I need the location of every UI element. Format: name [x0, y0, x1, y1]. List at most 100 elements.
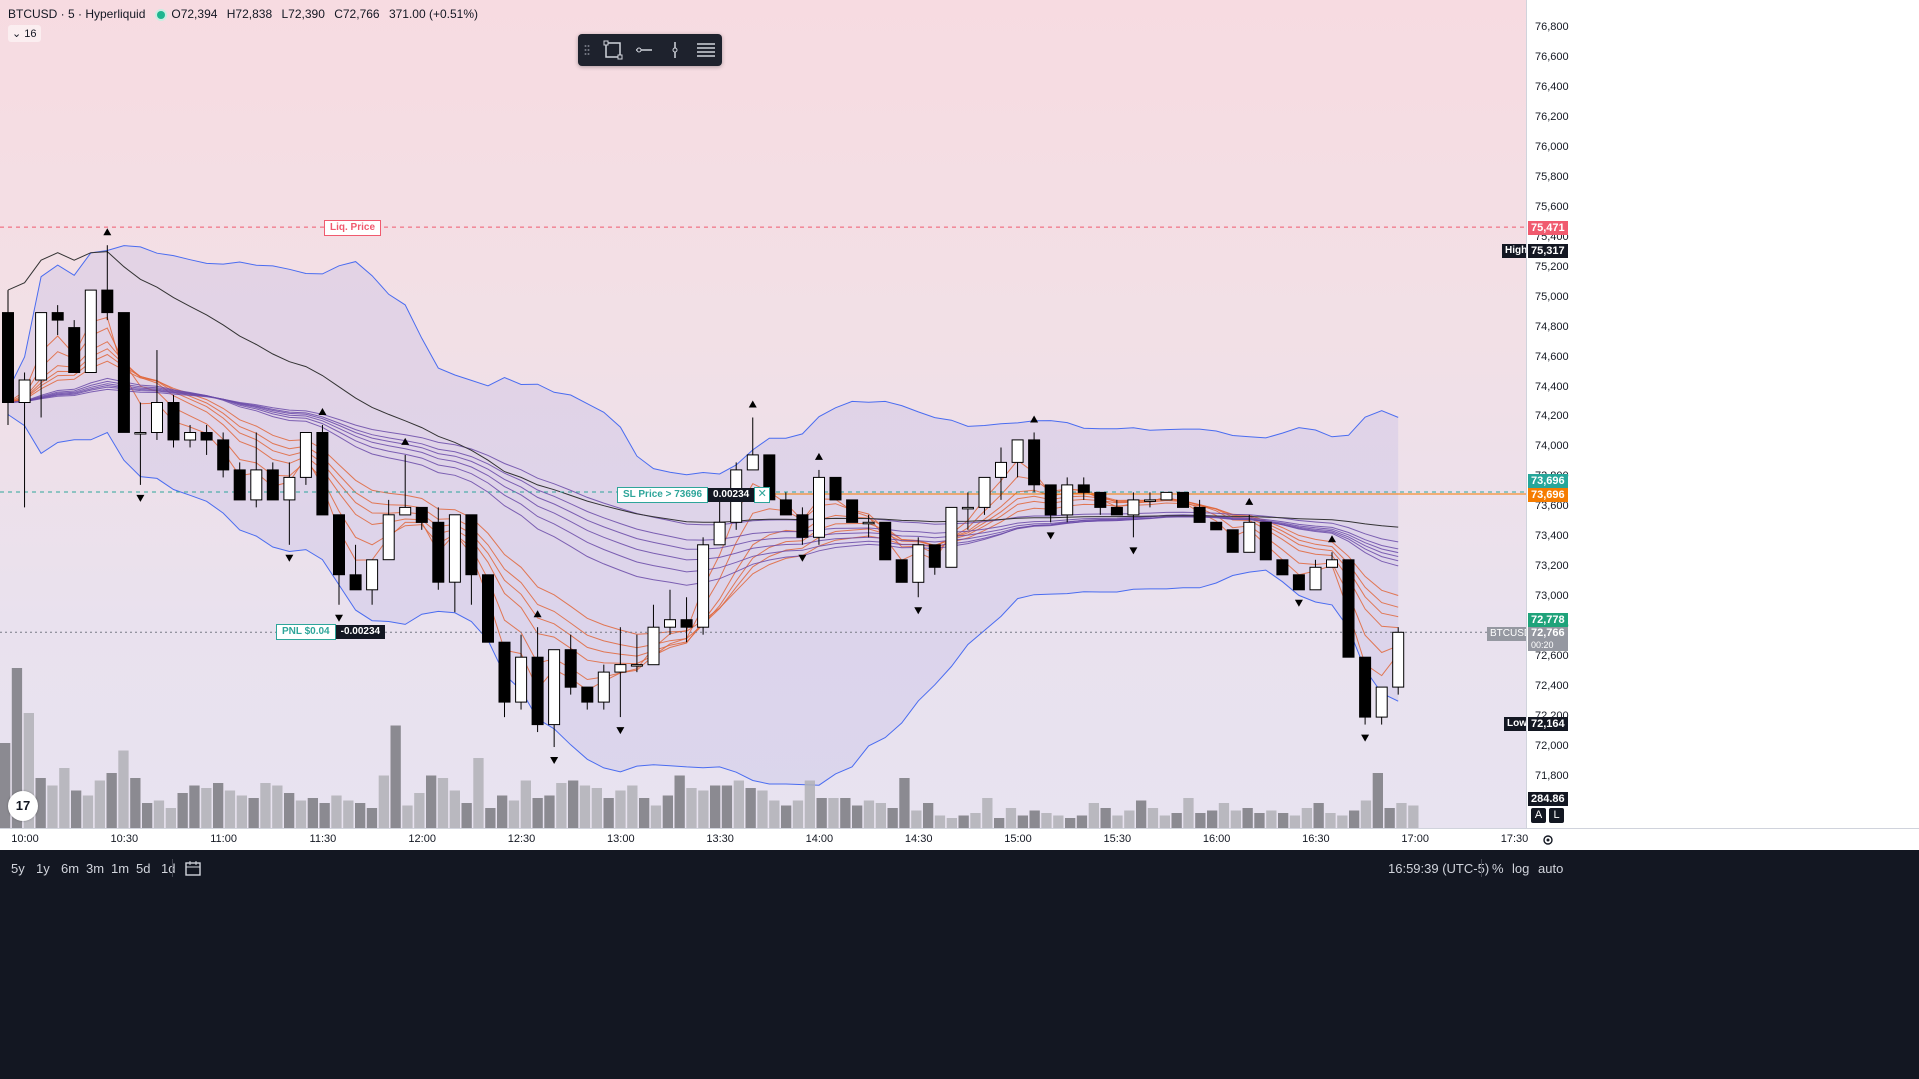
- drawing-toolbar[interactable]: [578, 34, 722, 66]
- range-button-5y[interactable]: 5y: [11, 861, 25, 876]
- candle-body: [912, 544, 925, 583]
- volume-bar: [1088, 803, 1099, 828]
- volume-bar: [568, 780, 579, 828]
- candle-body: [1276, 559, 1289, 576]
- settings-gear-icon[interactable]: [1541, 833, 1555, 847]
- close-icon[interactable]: ✕: [754, 487, 771, 503]
- volume-bar: [461, 803, 472, 828]
- range-button-1d[interactable]: 1d: [161, 861, 176, 876]
- pivot-low-marker: [1361, 734, 1370, 742]
- range-button-3m[interactable]: 3m: [86, 861, 105, 876]
- candle-body: [1259, 521, 1272, 561]
- sl-order-line-label[interactable]: SL Price > 73696 0.00234 ✕: [617, 487, 771, 503]
- sl-price-label[interactable]: SL Price > 73696: [617, 487, 709, 503]
- candle-body: [299, 432, 312, 478]
- volume-bar: [662, 795, 673, 828]
- pivot-low-marker: [335, 614, 343, 622]
- volume-bar: [1278, 813, 1289, 828]
- volume-bar: [982, 798, 993, 828]
- range-button-5d[interactable]: 5d: [136, 861, 151, 876]
- candle-body: [697, 544, 710, 628]
- time-tick-label: 13:30: [706, 833, 734, 845]
- calendar-icon[interactable]: [184, 859, 202, 877]
- candle-body: [597, 671, 610, 703]
- divider: [172, 859, 173, 877]
- volume-bar: [106, 773, 117, 828]
- price-tick-label: 76,600: [1535, 50, 1569, 63]
- pivot-high-marker: [748, 400, 757, 408]
- high-axis-label: 75,317: [1528, 244, 1568, 258]
- log-toggle[interactable]: log: [1512, 861, 1530, 876]
- time-axis[interactable]: 10:00 10:30 11:00 11:30 12:00 12:30 13:00 13:30…: [0, 828, 1919, 851]
- volume-bar: [366, 808, 378, 828]
- candle-body: [266, 469, 279, 501]
- rectangle-tool-icon[interactable]: [603, 40, 623, 60]
- drag-handle-icon[interactable]: [584, 44, 590, 56]
- volume-bar: [816, 798, 827, 828]
- price-axis[interactable]: 76,800 76,600 76,400 76,200 76,000 75,800 75,6…: [1526, 0, 1919, 828]
- volume-bar: [0, 743, 11, 828]
- volume-bar: [1408, 805, 1419, 828]
- volume-bar: [1254, 813, 1265, 828]
- auto-scale-button[interactable]: A: [1531, 808, 1546, 823]
- candle-body: [117, 312, 130, 433]
- volume-bar: [1337, 815, 1348, 828]
- price-tick-label: 75,200: [1535, 260, 1569, 273]
- volume-bar: [970, 813, 981, 828]
- candle-body: [928, 544, 941, 568]
- candle-body: [1392, 631, 1405, 688]
- tradingview-logo-icon[interactable]: 17: [8, 791, 38, 821]
- volume-bar: [639, 798, 650, 828]
- bottom-toolbar[interactable]: 5y 1y 6m 3m 1m 5d 1d 16:59:39 (UTC-5) % log au…: [0, 850, 1919, 1079]
- volume-bar: [59, 768, 70, 828]
- volume-bar: [1065, 818, 1076, 828]
- liq-price-label[interactable]: Liq. Price: [324, 220, 382, 236]
- candle-body: [813, 476, 825, 538]
- log-scale-button[interactable]: L: [1549, 808, 1564, 823]
- candle-body: [1177, 491, 1189, 508]
- volume-bar: [1053, 815, 1064, 828]
- candle-body: [1359, 656, 1372, 718]
- pivot-low-marker: [136, 494, 145, 502]
- volume-bar: [1289, 815, 1301, 828]
- candle-body: [250, 469, 263, 501]
- volume-bar: [23, 713, 34, 828]
- symbol-title[interactable]: BTCUSD · 5 · Hyperliquid: [8, 7, 146, 21]
- volume-bar: [875, 803, 886, 828]
- range-button-1y[interactable]: 1y: [36, 861, 50, 876]
- indicators-collapse-button[interactable]: ⌄ 16: [8, 25, 41, 42]
- candle-body: [399, 506, 412, 516]
- volume-bar: [1147, 808, 1159, 828]
- candle-body: [846, 499, 859, 523]
- range-button-6m[interactable]: 6m: [61, 861, 80, 876]
- volume-bar: [650, 805, 662, 828]
- candle-body: [51, 312, 64, 321]
- volume-bar: [390, 725, 401, 828]
- menu-lines-icon[interactable]: [695, 40, 717, 60]
- chart-pane[interactable]: BTCUSD · 5 · Hyperliquid O72,394 H72,838 …: [0, 0, 1526, 828]
- ohlc-low: L72,390: [281, 7, 325, 21]
- candle-body: [68, 327, 81, 374]
- volume-bar: [840, 798, 851, 828]
- percent-toggle[interactable]: %: [1492, 861, 1504, 876]
- horizontal-line-tool-icon[interactable]: [634, 40, 654, 60]
- range-button-1m[interactable]: 1m: [111, 861, 130, 876]
- candle-body: [333, 514, 345, 576]
- volume-bar: [319, 803, 330, 828]
- candle-body: [564, 649, 577, 688]
- symbol-legend[interactable]: BTCUSD · 5 · Hyperliquid O72,394 H72,838 …: [8, 7, 478, 21]
- candle-body: [1292, 574, 1305, 591]
- volume-bar: [177, 793, 188, 828]
- price-tick-label: 76,400: [1535, 80, 1569, 93]
- vertical-line-tool-icon[interactable]: [665, 40, 685, 60]
- volume-bar: [1325, 813, 1336, 828]
- candle-body: [1044, 484, 1057, 516]
- candle-body: [316, 432, 329, 516]
- candle-body: [829, 476, 842, 501]
- price-chart[interactable]: [0, 0, 1526, 828]
- auto-toggle[interactable]: auto: [1538, 861, 1564, 876]
- position-line-label[interactable]: PNL $0.04 -0.00234: [276, 624, 386, 640]
- candle-body: [1094, 491, 1107, 508]
- clock[interactable]: 16:59:39 (UTC-5): [1388, 861, 1490, 876]
- price-tick-label: 74,000: [1535, 440, 1569, 453]
